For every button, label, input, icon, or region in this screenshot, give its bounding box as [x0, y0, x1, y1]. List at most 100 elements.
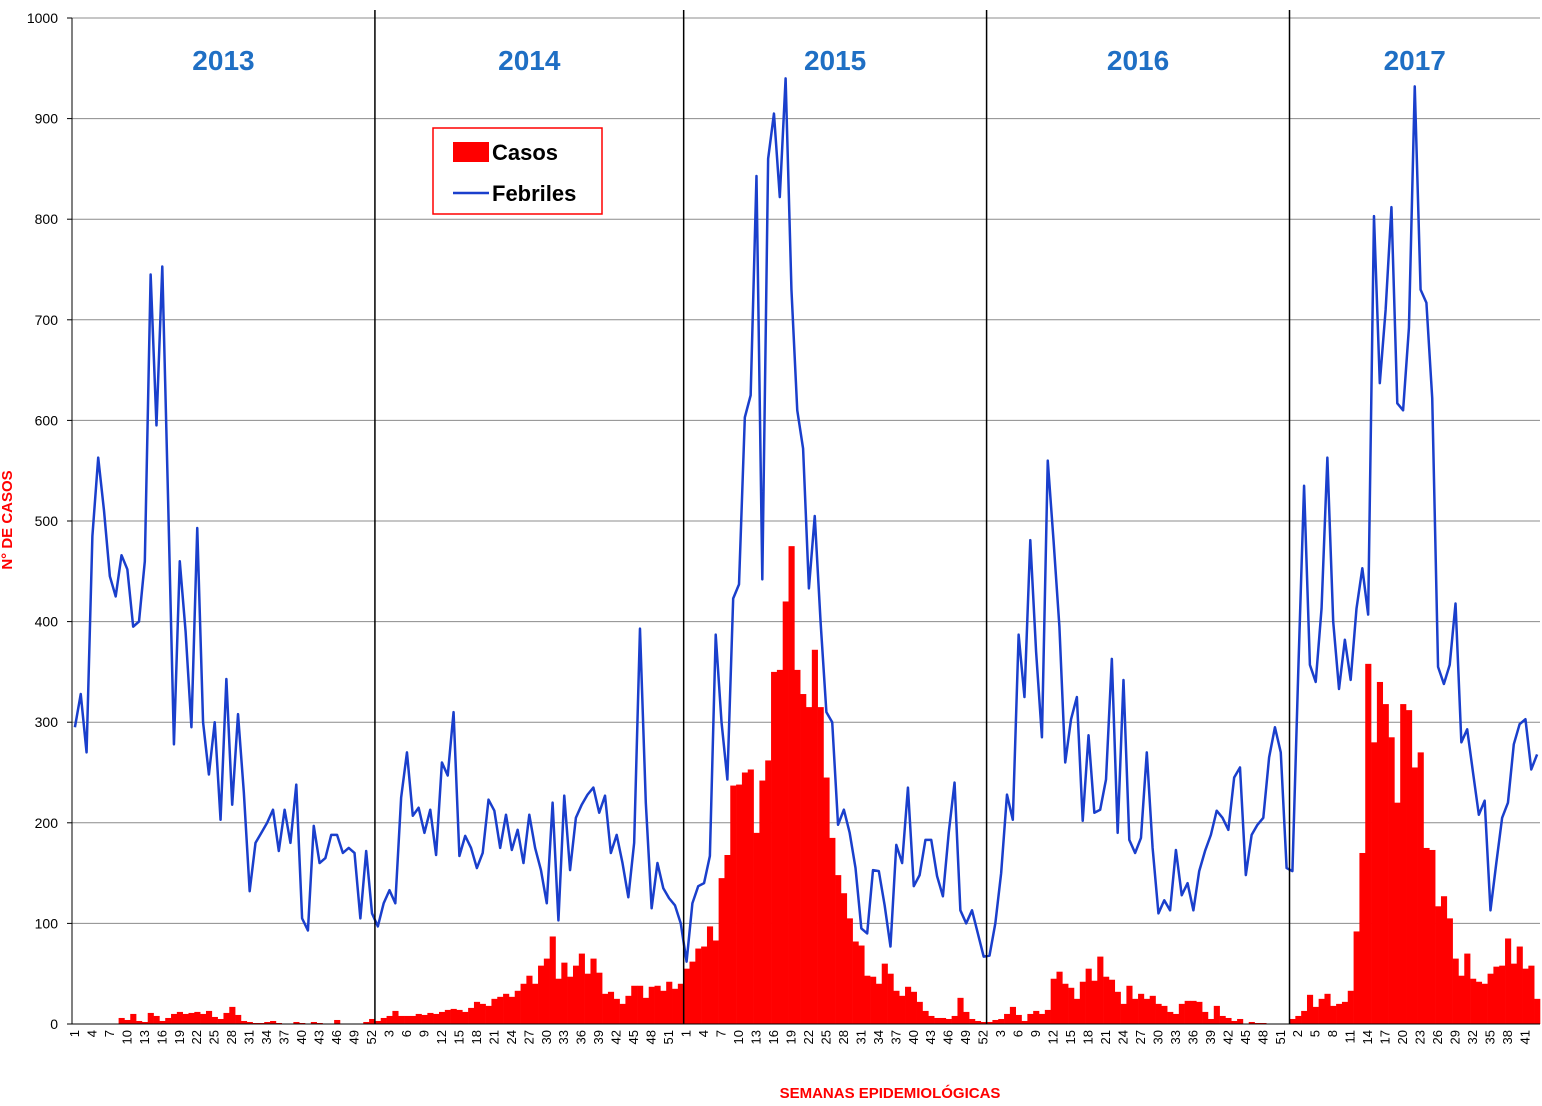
- bar: [1248, 1021, 1255, 1024]
- bar: [153, 1015, 160, 1024]
- x-tick-label: 37: [888, 1030, 903, 1044]
- bar: [1516, 946, 1523, 1024]
- bar: [794, 669, 801, 1024]
- x-tick-label: 45: [626, 1030, 641, 1044]
- x-tick-label: 1: [67, 1030, 82, 1037]
- bar: [974, 1020, 982, 1024]
- bar: [1027, 1013, 1034, 1024]
- bar: [1440, 896, 1448, 1024]
- bar: [1190, 1000, 1197, 1024]
- bar: [747, 769, 754, 1024]
- x-tick-label: 13: [137, 1030, 152, 1044]
- bar: [607, 991, 615, 1024]
- bar: [1173, 1013, 1180, 1024]
- bar: [648, 986, 655, 1024]
- x-tick-label: 32: [1465, 1030, 1480, 1044]
- bar: [369, 1018, 376, 1024]
- x-tick-label: 35: [1482, 1030, 1497, 1044]
- y-tick-label: 600: [35, 412, 59, 428]
- bar: [1225, 1017, 1232, 1024]
- bar: [1423, 847, 1430, 1024]
- bar: [462, 1011, 469, 1024]
- bar: [1400, 704, 1407, 1024]
- x-tick-label: 51: [1273, 1030, 1288, 1044]
- bar: [980, 1021, 987, 1024]
- bar: [939, 1017, 947, 1024]
- bar: [503, 993, 510, 1024]
- x-tick-label: 49: [347, 1030, 362, 1044]
- bar: [456, 1009, 463, 1024]
- bar: [124, 1019, 131, 1024]
- bar: [433, 1013, 440, 1024]
- x-tick-label: 24: [1115, 1030, 1130, 1044]
- bar: [572, 965, 580, 1024]
- x-tick-label: 1: [679, 1030, 694, 1037]
- bar: [835, 875, 842, 1024]
- bar: [1202, 1011, 1209, 1024]
- bar: [899, 995, 906, 1024]
- bar: [130, 1013, 137, 1024]
- year-label: 2014: [498, 45, 561, 76]
- bar: [1330, 1005, 1337, 1024]
- bar: [549, 936, 556, 1024]
- x-tick-label: 38: [1500, 1030, 1515, 1044]
- bar: [1505, 938, 1512, 1024]
- bar: [334, 1019, 341, 1024]
- bar: [654, 985, 661, 1024]
- bar: [864, 975, 871, 1024]
- bar: [147, 1012, 154, 1024]
- x-tick-label: 43: [312, 1030, 327, 1044]
- bar: [1359, 852, 1366, 1024]
- bar: [823, 777, 830, 1024]
- x-tick-label: 4: [696, 1030, 711, 1037]
- bar: [811, 649, 818, 1024]
- bar: [1143, 998, 1150, 1024]
- x-tick-label: 46: [329, 1030, 344, 1044]
- bar: [363, 1021, 370, 1024]
- bar: [578, 953, 585, 1024]
- bar: [887, 973, 894, 1024]
- bar: [258, 1022, 265, 1024]
- bar: [1085, 968, 1092, 1024]
- bar: [1231, 1020, 1238, 1024]
- x-tick-label: 24: [504, 1030, 519, 1044]
- year-label: 2015: [804, 45, 866, 76]
- x-tick-label: 19: [783, 1030, 798, 1044]
- x-tick-label: 26: [1430, 1030, 1445, 1044]
- bar: [386, 1015, 393, 1024]
- x-tick-label: 27: [521, 1030, 536, 1044]
- bar: [473, 1001, 481, 1024]
- bar: [497, 996, 504, 1024]
- bar: [910, 991, 917, 1024]
- bar: [1289, 1018, 1296, 1024]
- bar: [293, 1021, 300, 1024]
- year-label: 2013: [192, 45, 254, 76]
- y-tick-label: 900: [35, 111, 59, 127]
- x-tick-label: 30: [539, 1030, 554, 1044]
- bar: [992, 1019, 999, 1024]
- bar: [1470, 978, 1477, 1024]
- bar: [1068, 987, 1075, 1024]
- bar: [1371, 742, 1378, 1024]
- bar: [1097, 956, 1104, 1024]
- bar: [1324, 993, 1331, 1024]
- x-tick-label: 39: [1203, 1030, 1218, 1044]
- bar: [1301, 1010, 1308, 1024]
- y-axis-label: N° DE CASOS: [0, 470, 16, 569]
- bar: [1021, 1020, 1028, 1024]
- bar: [1184, 1000, 1191, 1024]
- bar: [945, 1018, 952, 1024]
- x-tick-label: 43: [923, 1030, 938, 1044]
- y-tick-label: 100: [35, 915, 59, 931]
- bar: [683, 968, 690, 1024]
- bar: [532, 983, 539, 1024]
- bar: [893, 990, 900, 1024]
- bar: [1336, 1003, 1343, 1024]
- bar: [508, 996, 516, 1024]
- x-tick-label: 5: [1308, 1030, 1323, 1037]
- bar: [205, 1010, 213, 1024]
- bar: [817, 707, 824, 1024]
- bar: [1487, 973, 1494, 1024]
- bar: [1044, 1009, 1051, 1024]
